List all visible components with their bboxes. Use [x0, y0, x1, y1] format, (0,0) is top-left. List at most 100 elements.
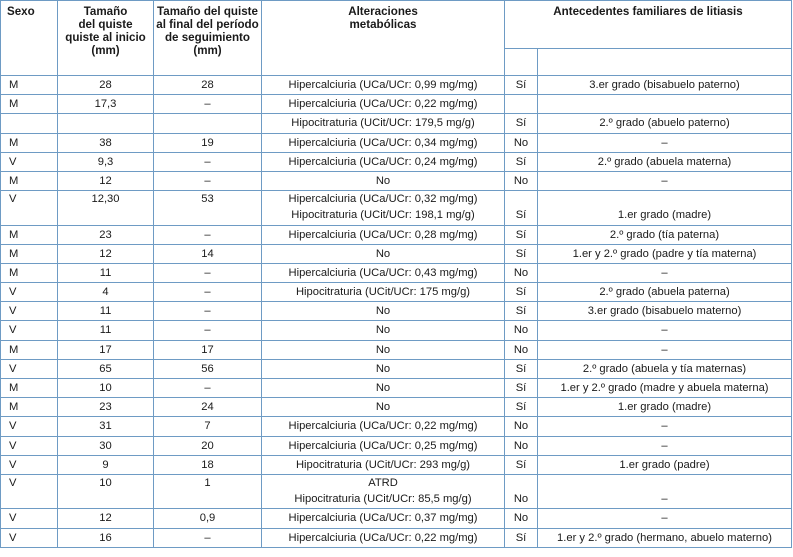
cell-si-no: No [504, 416, 538, 437]
header-antecedentes: Antecedentes familiares de litiasis [503, 0, 793, 49]
cell-tamano-inicio: 23 [57, 224, 154, 245]
cell-antecedentes: – [536, 435, 793, 456]
alteracion-line: No [375, 305, 391, 318]
cell-si-no: No [504, 170, 538, 192]
cell-si-no: No [504, 132, 538, 153]
cell-tamano-inicio: 12 [57, 243, 154, 264]
cell-tamano-inicio: 16 [57, 527, 154, 548]
alteracion-line: No [375, 247, 391, 260]
header-tamano-final-line: de seguimiento [164, 31, 251, 44]
cell-sexo: V [0, 282, 58, 303]
cell-antecedentes: 1.er grado (madre) [536, 190, 793, 226]
cell-alteraciones: No [261, 320, 505, 341]
table-row: V 11– No Sí 3.er grado (bisabuelo materno) [0, 301, 793, 322]
cell-si-no: Sí [504, 358, 538, 380]
table-row: Hipocitraturia (UCit/UCr: 179,5 mg/g) Sí 2… [0, 113, 793, 134]
cell-sexo: V [0, 527, 58, 548]
cell-tamano-final [153, 113, 262, 134]
cell-tamano-inicio: 10 [57, 473, 154, 510]
cell-sexo: M [0, 94, 58, 115]
alteracion-line: Hipercalciuria (UCa/UCr: 0,22 mg/mg) [288, 98, 478, 111]
cell-si-no: Sí [504, 224, 538, 245]
cell-si-no: No [504, 435, 538, 456]
cell-alteraciones: Hipercalciuria (UCa/UCr: 0,28 mg/mg) [261, 224, 505, 245]
alteracion-line: No [375, 362, 391, 375]
cell-alteraciones: Hipercalciuria (UCa/UCr: 0,34 mg/mg) [261, 132, 505, 153]
alteracion-line: No [375, 174, 391, 187]
alteracion-line: Hipercalciuria (UCa/UCr: 0,25 mg/mg) [288, 439, 478, 452]
alteracion-line: No [375, 382, 391, 395]
alteracion-line: No [375, 401, 391, 414]
cell-antecedentes: 3.er grado (bisabuelo materno) [536, 301, 793, 322]
cell-antecedentes: – [536, 132, 793, 153]
cell-antecedentes: – [536, 170, 793, 192]
cell-tamano-final: – [153, 320, 262, 341]
cell-alteraciones: Hipocitraturia (UCit/UCr: 293 mg/g) [261, 454, 505, 475]
cell-tamano-inicio: 10 [57, 378, 154, 399]
cell-sexo: M [0, 74, 58, 96]
cell-sexo: M [0, 339, 58, 360]
table-row: V 10 1 ATRD Hipocitraturia (UCit/UCr: 85,5 m… [0, 473, 793, 510]
cell-antecedentes: 1.er grado (padre) [536, 454, 793, 475]
table-row: V 11– No No – [0, 320, 793, 341]
header-tamano-inicio-line: (mm) [91, 44, 120, 57]
header-tamano-final-line: Tamaño del quiste [157, 5, 258, 18]
cell-alteraciones: No [261, 339, 505, 360]
cell-tamano-inicio: 12,30 [57, 190, 154, 226]
cell-tamano-final: – [153, 262, 262, 284]
cell-tamano-inicio: 38 [57, 132, 154, 153]
alteracion-line: Hipercalciuria (UCa/UCr: 0,28 mg/mg) [288, 228, 478, 241]
table-row: M 38 19 Hipercalciuria (UCa/UCr: 0,34 mg/mg… [0, 132, 793, 153]
cell-alteraciones: Hipocitraturia (UCit/UCr: 175 mg/g) [261, 282, 505, 303]
cell-antecedentes: 2.º grado (abuela materna) [536, 151, 793, 172]
header-tamano-inicio-line: quiste al inicio [65, 31, 146, 44]
cell-si-no: Sí [504, 282, 538, 303]
cell-tamano-final: – [153, 527, 262, 548]
cell-si-no: Sí [504, 397, 538, 418]
alteracion-line: ATRD [368, 476, 398, 489]
cell-sexo: V [0, 301, 58, 322]
cell-tamano-inicio: 12 [57, 170, 154, 192]
table-row: V 31 7 Hipercalciuria (UCa/UCr: 0,22 mg/mg)… [0, 416, 793, 437]
cell-sexo: V [0, 320, 58, 341]
cell-si-no: Sí [504, 243, 538, 264]
table-row: V 9 18 Hipocitraturia (UCit/UCr: 293 mg/g) S… [0, 454, 793, 475]
cell-si-no: Sí [504, 151, 538, 172]
cell-alteraciones: No [261, 378, 505, 399]
cell-antecedentes: – [536, 508, 793, 529]
cell-si-no: No [504, 473, 538, 510]
cell-tamano-inicio [57, 113, 154, 134]
cell-antecedentes: – [536, 262, 793, 284]
cell-sexo [0, 113, 58, 134]
alteracion-line: Hipercalciuria (UCa/UCr: 0,43 mg/mg) [288, 266, 478, 279]
cell-alteraciones: Hipercalciuria (UCa/UCr: 0,22 mg/mg) [261, 94, 505, 115]
cell-antecedentes: 1.er y 2.º grado (hermano, abuelo matern… [536, 527, 793, 548]
cell-tamano-inicio: 28 [57, 74, 154, 96]
cell-sexo: M [0, 170, 58, 192]
cell-tamano-inicio: 17 [57, 339, 154, 360]
cell-alteraciones: Hipercalciuria (UCa/UCr: 0,24 mg/mg) [261, 151, 505, 172]
cell-si-no: Sí [504, 527, 538, 548]
table-row: V 30 20 Hipercalciuria (UCa/UCr: 0,25 mg/mg… [0, 435, 793, 456]
alteracion-line: Hipercalciuria (UCa/UCr: 0,22 mg/mg) [288, 531, 478, 544]
header-sub-empty-2 [536, 48, 793, 76]
cell-alteraciones: ATRD Hipocitraturia (UCit/UCr: 85,5 mg/g) [261, 473, 505, 510]
cell-sexo: M [0, 132, 58, 153]
cell-si-no: Sí [504, 378, 538, 399]
table-row: V 12 0,9 Hipercalciuria (UCa/UCr: 0,37 mg/m… [0, 508, 793, 529]
cell-tamano-inicio: 11 [57, 262, 154, 284]
cell-antecedentes: 2.º grado (abuela y tía maternas) [536, 358, 793, 380]
cell-alteraciones: Hipercalciuria (UCa/UCr: 0,43 mg/mg) [261, 262, 505, 284]
table-row: V 9,3– Hipercalciuria (UCa/UCr: 0,24 mg/mg… [0, 151, 793, 172]
cell-alteraciones: No [261, 397, 505, 418]
cell-antecedentes: 2.º grado (tía paterna) [536, 224, 793, 245]
cell-antecedentes: – [536, 339, 793, 360]
cell-antecedentes: 3.er grado (bisabuelo paterno) [536, 74, 793, 96]
table-row: M 10– No Sí 1.er y 2.º grado (madre y abuela… [0, 378, 793, 399]
header-alteraciones: Alteraciones metabólicas [261, 0, 505, 76]
cell-tamano-inicio: 65 [57, 358, 154, 380]
header-tamano-final-line: (mm) [193, 44, 222, 57]
cell-tamano-inicio: 23 [57, 397, 154, 418]
cell-sexo: M [0, 262, 58, 284]
cell-tamano-inicio: 11 [57, 301, 154, 322]
